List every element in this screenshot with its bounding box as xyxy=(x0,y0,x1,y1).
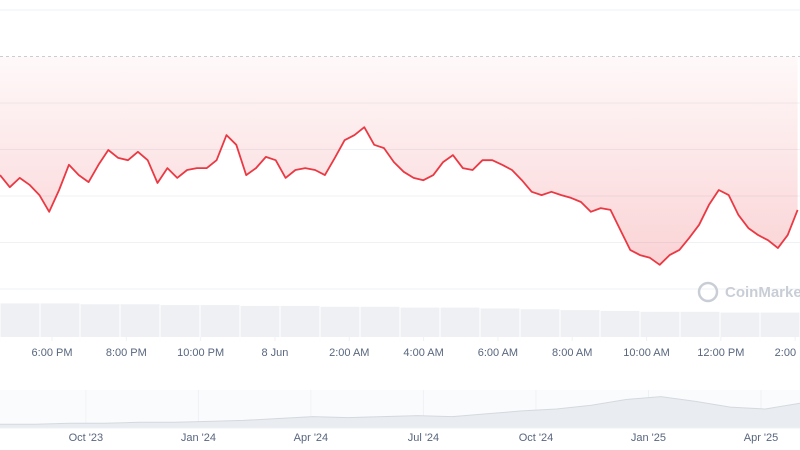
volume-bar xyxy=(720,312,760,337)
x-tick-label: 10:00 PM xyxy=(177,347,224,359)
x-tick-label: 8:00 AM xyxy=(552,347,592,359)
navigator-tick-label: Jul '24 xyxy=(408,432,439,444)
x-tick-label: 6:00 PM xyxy=(32,347,73,359)
volume-bar xyxy=(160,305,200,337)
watermark-logo xyxy=(697,281,719,303)
navigator-tick-label: Oct '24 xyxy=(519,432,554,444)
volume-bar xyxy=(280,305,320,337)
volume-bar xyxy=(240,305,280,337)
x-tick-label: 8 Jun xyxy=(262,347,289,359)
watermark-text: CoinMarketCap xyxy=(725,284,800,301)
volume-bar xyxy=(200,305,240,337)
volume-bar xyxy=(360,306,400,337)
x-tick-label: 2:00 PM xyxy=(775,347,800,359)
volume-bar xyxy=(760,312,800,337)
volume-bar xyxy=(640,311,680,337)
navigator-line xyxy=(0,396,800,425)
navigator-area xyxy=(0,396,800,428)
x-tick-label: 10:00 AM xyxy=(623,347,669,359)
volume-bar xyxy=(560,310,600,337)
volume-bar xyxy=(480,308,520,337)
x-tick-label: 6:00 AM xyxy=(478,347,518,359)
watermark: CoinMarketCap xyxy=(697,281,800,303)
volume-bar xyxy=(680,311,720,337)
x-tick-label: 4:00 AM xyxy=(403,347,443,359)
x-tick-label: 8:00 PM xyxy=(106,347,147,359)
navigator-tick-label: Oct '23 xyxy=(69,432,104,444)
volume-bar xyxy=(440,307,480,337)
price-area xyxy=(0,56,798,265)
volume-bar xyxy=(320,306,360,337)
volume-bar xyxy=(600,310,640,337)
x-tick-label: 12:00 PM xyxy=(697,347,744,359)
navigator-tick-label: Jan '25 xyxy=(631,432,666,444)
navigator-tick-label: Jan '24 xyxy=(181,432,216,444)
navigator-tick-label: Apr '25 xyxy=(744,432,779,444)
volume-bar xyxy=(400,307,440,337)
navigator-tick-label: Apr '24 xyxy=(294,432,329,444)
volume-bar xyxy=(520,309,560,337)
volume-bar xyxy=(120,304,160,337)
volume-bar xyxy=(0,303,40,337)
volume-bar xyxy=(80,304,120,337)
x-tick-label: 2:00 AM xyxy=(329,347,369,359)
volume-bar xyxy=(40,303,80,337)
price-line xyxy=(0,126,799,266)
